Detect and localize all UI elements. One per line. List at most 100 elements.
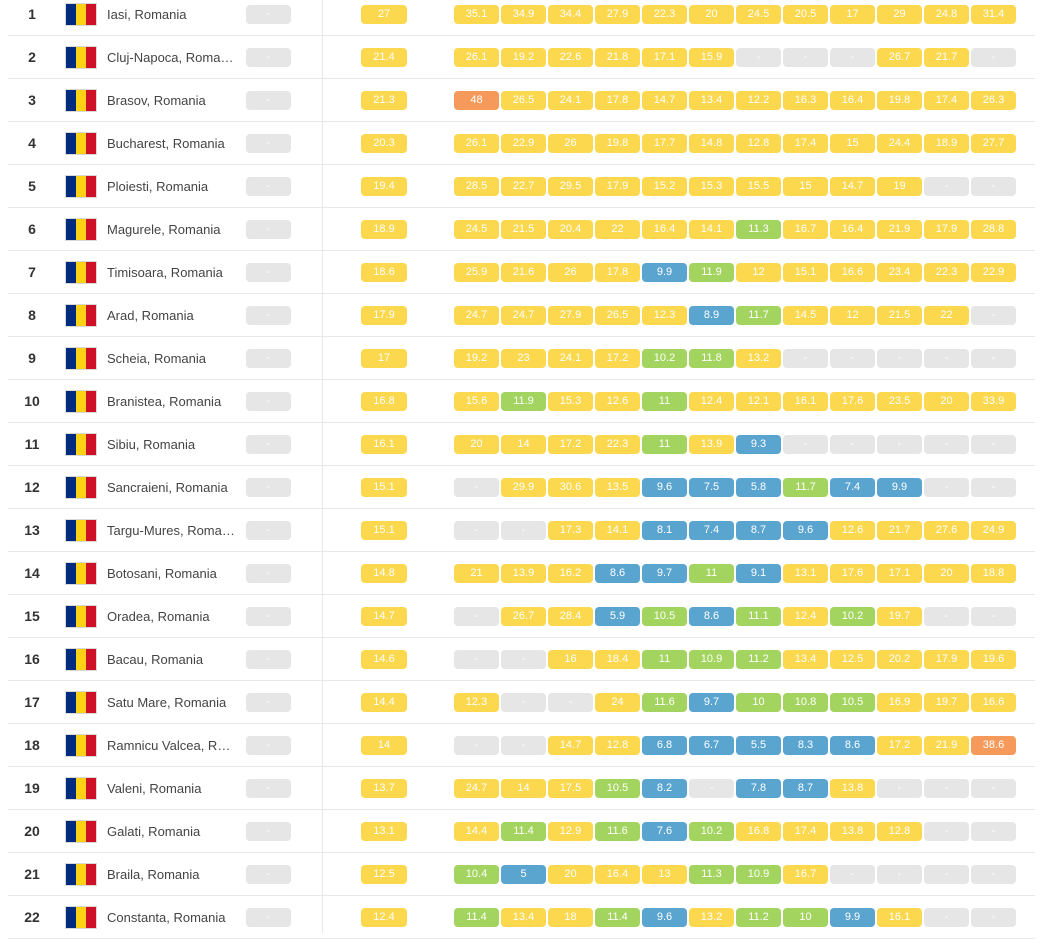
table-row[interactable]: 1 Iasi, Romania -27 35.1 34.9 34.4 27.9 22.3 20 2…	[8, 0, 1035, 36]
city-link[interactable]: Targu-Mures, Romania	[107, 523, 235, 538]
live-aqi-badge: -	[246, 91, 291, 110]
monthly-value-badge: 22.6	[548, 48, 593, 67]
table-row[interactable]: 10 Branistea, Romania -16.8 15.6 11.9 15.3 12.…	[8, 380, 1035, 423]
city-link[interactable]: Branistea, Romania	[107, 394, 222, 409]
monthly-value-badge: 14.7	[642, 91, 687, 110]
monthly-value-badge: 17.6	[830, 392, 875, 411]
table-row[interactable]: 9 Scheia, Romania - 17 19.2 23 24.1 17.2 10.2 11.…	[8, 337, 1035, 380]
city-link[interactable]: Braila, Romania	[107, 867, 200, 882]
monthly-value-badge: 13.2	[689, 908, 734, 927]
monthly-value-badge: 17.1	[642, 48, 687, 67]
table-row[interactable]: 7 Timisoara, Romania - 18.6 25.9 21.6 26 17.8 9.…	[8, 251, 1035, 294]
city-link[interactable]: Cluj-Napoca, Romania	[107, 50, 235, 65]
city-link[interactable]: Botosani, Romania	[107, 566, 217, 581]
rank-number: 14	[24, 565, 40, 581]
monthly-value-badge: 16.1	[783, 392, 828, 411]
rank-number: 5	[28, 178, 36, 194]
table-row[interactable]: 17 Satu Mare, Romania -14.4 12.3- -24 11.6 9.7…	[8, 681, 1035, 724]
monthly-value-badge: 17.9	[924, 220, 969, 239]
monthly-value-badge: -	[830, 435, 875, 454]
city-ranking-table: 1 Iasi, Romania -27 35.1 34.9 34.4 27.9 22.3 20 2…	[8, 0, 1035, 939]
monthly-value-badge: 18.4	[595, 650, 640, 669]
monthly-value-badge: 10	[783, 908, 828, 927]
romania-flag-icon	[66, 434, 96, 455]
monthly-value-badge: 9.9	[642, 263, 687, 282]
monthly-value-badge: -	[924, 865, 969, 884]
monthly-value-badge: 24.1	[548, 91, 593, 110]
monthly-value-badge: 18	[548, 908, 593, 927]
monthly-value-badge: -	[783, 48, 828, 67]
city-link[interactable]: Brasov, Romania	[107, 93, 206, 108]
city-link[interactable]: Magurele, Romania	[107, 222, 221, 237]
monthly-value-badge: 13.9	[689, 435, 734, 454]
table-row[interactable]: 3 Brasov, Romania -21.3 48 26.5 24.1 17.8 14.7 1…	[8, 79, 1035, 122]
table-row[interactable]: 4 Bucharest, Romania -20.3 26.1 22.9 26 19.8 17…	[8, 122, 1035, 165]
city-link[interactable]: Bacau, Romania	[107, 652, 204, 667]
table-row[interactable]: 16 Bacau, Romania -14.6- -16 18.4 11 10.9 11.2 1…	[8, 638, 1035, 681]
monthly-value-badge: 15.1	[783, 263, 828, 282]
city-link[interactable]: Sibiu, Romania	[107, 437, 196, 452]
monthly-value-badge: 26.5	[595, 306, 640, 325]
table-row[interactable]: 22 Constanta, Romania -12.4 11.4 13.4 18 11.4 9…	[8, 896, 1035, 939]
monthly-value-badge: 16.7	[783, 865, 828, 884]
table-row[interactable]: 6 Magurele, Romania -18.9 24.5 21.5 20.4 22 16.…	[8, 208, 1035, 251]
table-row[interactable]: 19 Valeni, Romania -13.7 24.7 14 17.5 10.5 8.2-…	[8, 767, 1035, 810]
table-row[interactable]: 11 Sibiu, Romania -16.1 20 14 17.2 22.3 11 13.9 9…	[8, 423, 1035, 466]
romania-flag-icon	[66, 649, 96, 670]
table-row[interactable]: 20 Galati, Romania - 13.1 14.4 11.4 12.9 11.6 7.…	[8, 810, 1035, 853]
monthly-value-badge: 16.3	[783, 91, 828, 110]
monthly-value-badge: -	[924, 908, 969, 927]
table-row[interactable]: 21 Braila, Romania -12.5 10.4 5 20 16.4 13 11.3 1…	[8, 853, 1035, 896]
city-link[interactable]: Constanta, Romania	[107, 910, 226, 925]
monthly-value-badge: 9.6	[783, 521, 828, 540]
city-link[interactable]: Galati, Romania	[107, 824, 201, 839]
city-link[interactable]: Iasi, Romania	[107, 7, 187, 22]
city-link[interactable]: Timisoara, Romania	[107, 265, 223, 280]
city-link[interactable]: Ramnicu Valcea, Romania	[107, 738, 235, 753]
yearly-average-badge: 17.9	[361, 306, 407, 325]
monthly-value-badge: 11	[642, 650, 687, 669]
city-link[interactable]: Oradea, Romania	[107, 609, 210, 624]
monthly-value-badge: -	[971, 177, 1016, 196]
table-row[interactable]: 8 Arad, Romania -17.9 24.7 24.7 27.9 26.5 12.3 8…	[8, 294, 1035, 337]
monthly-value-badge: 22.3	[642, 5, 687, 24]
rank-number: 1	[28, 6, 36, 22]
table-row[interactable]: 5 Ploiesti, Romania -19.4 28.5 22.7 29.5 17.9 1…	[8, 165, 1035, 208]
monthly-value-badge: 7.8	[736, 779, 781, 798]
monthly-value-badge: -	[501, 736, 546, 755]
city-link[interactable]: Valeni, Romania	[107, 781, 202, 796]
monthly-value-badge: 29	[877, 5, 922, 24]
monthly-value-badge: 24.7	[501, 306, 546, 325]
monthly-value-badge: 17.4	[783, 822, 828, 841]
monthly-value-badge: 5.5	[736, 736, 781, 755]
monthly-value-badge: -	[548, 693, 593, 712]
monthly-value-badge: 17.7	[642, 134, 687, 153]
yearly-average-badge: 12.4	[361, 908, 407, 927]
monthly-value-badge: 28.5	[454, 177, 499, 196]
city-link[interactable]: Satu Mare, Romania	[107, 695, 227, 710]
yearly-average-badge: 15.1	[361, 521, 407, 540]
table-row[interactable]: 12 Sancraieni, Romania -15.1-29.9 30.6 13.5 9…	[8, 466, 1035, 509]
monthly-value-badge: 14.4	[454, 822, 499, 841]
table-row[interactable]: 14 Botosani, Romania - 14.8 21 13.9 16.2 8.6 9.7…	[8, 552, 1035, 595]
city-link[interactable]: Sancraieni, Romania	[107, 480, 228, 495]
monthly-value-badge: 12	[736, 263, 781, 282]
monthly-value-badge: 21.6	[501, 263, 546, 282]
city-link[interactable]: Scheia, Romania	[107, 351, 206, 366]
city-link[interactable]: Ploiesti, Romania	[107, 179, 209, 194]
monthly-value-badge: 11.2	[736, 650, 781, 669]
monthly-value-badge: 26.3	[971, 91, 1016, 110]
city-link[interactable]: Bucharest, Romania	[107, 136, 225, 151]
romania-flag-icon	[66, 606, 96, 627]
monthly-value-badge: 11.7	[783, 478, 828, 497]
table-row[interactable]: 13 Targu-Mures, Romania -15.1- -17.3 14.1 8.1…	[8, 509, 1035, 552]
table-row[interactable]: 2 Cluj-Napoca, Romania -21.4 26.1 19.2 22.6 21…	[8, 36, 1035, 79]
live-aqi-badge: -	[246, 177, 291, 196]
monthly-value-badge: 9.7	[642, 564, 687, 583]
city-link[interactable]: Arad, Romania	[107, 308, 194, 323]
monthly-value-badge: 18.9	[924, 134, 969, 153]
monthly-value-badge: -	[783, 349, 828, 368]
table-row[interactable]: 15 Oradea, Romania -14.7-26.7 28.4 5.9 10.5 8.…	[8, 595, 1035, 638]
monthly-value-badge: 12.2	[736, 91, 781, 110]
